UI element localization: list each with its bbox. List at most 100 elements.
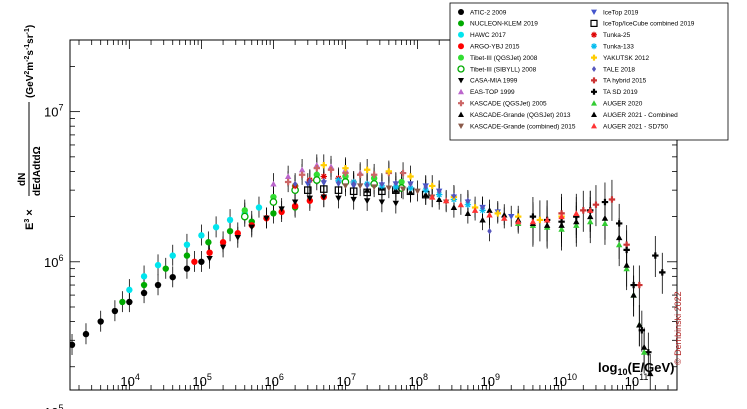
legend-marker [458, 54, 464, 61]
data-point [615, 220, 623, 227]
legend-marker [591, 9, 597, 15]
data-point [385, 168, 393, 175]
data-point [422, 191, 429, 198]
x-tick-label: 108 [409, 372, 428, 389]
legend-entry: KASCADE (QGSJet) 2005 [458, 100, 547, 108]
legend-marker [591, 66, 597, 72]
data-point [601, 198, 609, 206]
data-point [140, 281, 148, 289]
x-tick-label: 1011 [625, 372, 649, 389]
data-point [240, 212, 249, 221]
legend-entry: KASCADE-Grande (combined) 2015 [458, 123, 576, 130]
y-tick-label: 105 [44, 403, 63, 409]
data-point [319, 185, 328, 193]
data-point [623, 261, 630, 268]
data-point [363, 186, 371, 193]
data-point [615, 234, 623, 241]
data-point [558, 222, 565, 228]
data-point [379, 180, 385, 188]
legend-marker [591, 111, 597, 117]
data-point [435, 191, 443, 198]
data-point [126, 298, 133, 306]
legend: ATIC-2 2009 NUCLEON-KLEM 2019 HAWC 2017 ARG… [449, 2, 729, 141]
data-point [269, 198, 278, 206]
x-tick-label: 105 [192, 372, 211, 389]
data-point [336, 179, 341, 187]
data-point [298, 166, 306, 173]
legend-marker [591, 54, 597, 61]
data-point [652, 252, 659, 259]
plot-frame [69, 39, 678, 391]
data-point [304, 186, 312, 194]
data-point [321, 177, 327, 185]
legend-entry: TALE 2018 [591, 66, 635, 73]
data-point [291, 202, 299, 210]
x-tick-label: 1010 [553, 372, 577, 389]
legend-marker [458, 31, 464, 38]
legend-entry: AUGER 2021 - SD750 [591, 123, 668, 130]
data-point [226, 227, 234, 235]
x-tick-label: 107 [336, 372, 355, 389]
legend-entry: Tibet-III (SIBYLL) 2008 [457, 65, 537, 73]
data-point [465, 197, 471, 204]
data-point [573, 218, 580, 225]
data-point [234, 235, 241, 241]
data-point [408, 180, 413, 188]
data-point [191, 258, 198, 265]
data-point [198, 232, 205, 239]
legend-entry: Tunka-133 [591, 43, 634, 51]
legend-label: ATIC-2 2009 [470, 9, 507, 16]
data-point [363, 198, 371, 204]
legend-entry: AUGER 2021 - Combined [591, 111, 678, 119]
data-point [601, 220, 609, 227]
legend-label: KASCADE (QGSJet) 2005 [470, 101, 547, 108]
data-point [364, 181, 370, 189]
data-point [248, 224, 255, 231]
legend-label: Tibet-III (SIBYLL) 2008 [470, 66, 537, 73]
legend-label: Tunka-25 [603, 32, 631, 39]
data-point [508, 214, 515, 220]
legend-marker [458, 111, 464, 117]
data-point [442, 197, 450, 204]
data-point [206, 249, 213, 256]
legend-marker [591, 100, 597, 106]
data-point [356, 183, 364, 190]
data-point [486, 211, 493, 218]
data-point [659, 269, 666, 276]
data-point [407, 173, 414, 180]
data-point [587, 207, 594, 213]
data-point [392, 183, 400, 191]
data-point [573, 222, 580, 228]
data-point [162, 265, 169, 272]
y-tick-label: 106 [44, 253, 63, 270]
x-axis-title: log10(E/GeV) [598, 360, 674, 377]
data-point [263, 215, 270, 222]
data-point [342, 183, 349, 190]
data-point [457, 201, 465, 208]
data-point [398, 178, 405, 186]
legend-entry: TA SD 2019 [591, 88, 638, 96]
legend-entry: CASA-MIA 1999 [458, 78, 518, 85]
data-point [429, 182, 436, 190]
legend-marker [591, 88, 597, 95]
data-point [407, 184, 414, 192]
x-tick-label: 106 [264, 372, 283, 389]
legend-label: Tibet-III (QGSJet) 2008 [470, 55, 538, 62]
legend-entry: IceTop 2019 [591, 9, 639, 16]
data-point [169, 252, 176, 259]
data-point [471, 207, 479, 213]
legend-marker [591, 123, 597, 129]
data-point [543, 222, 551, 228]
legend-entry: Tibet-III (QGSJet) 2008 [458, 54, 538, 62]
data-point [241, 207, 248, 214]
data-point [327, 166, 335, 173]
data-point [573, 210, 580, 216]
data-point [183, 252, 191, 259]
data-point [356, 171, 364, 178]
data-point [640, 343, 648, 350]
data-point [255, 204, 263, 211]
legend-marker [591, 43, 597, 50]
data-point [480, 204, 485, 211]
data-point [630, 291, 637, 298]
data-point [270, 210, 277, 217]
